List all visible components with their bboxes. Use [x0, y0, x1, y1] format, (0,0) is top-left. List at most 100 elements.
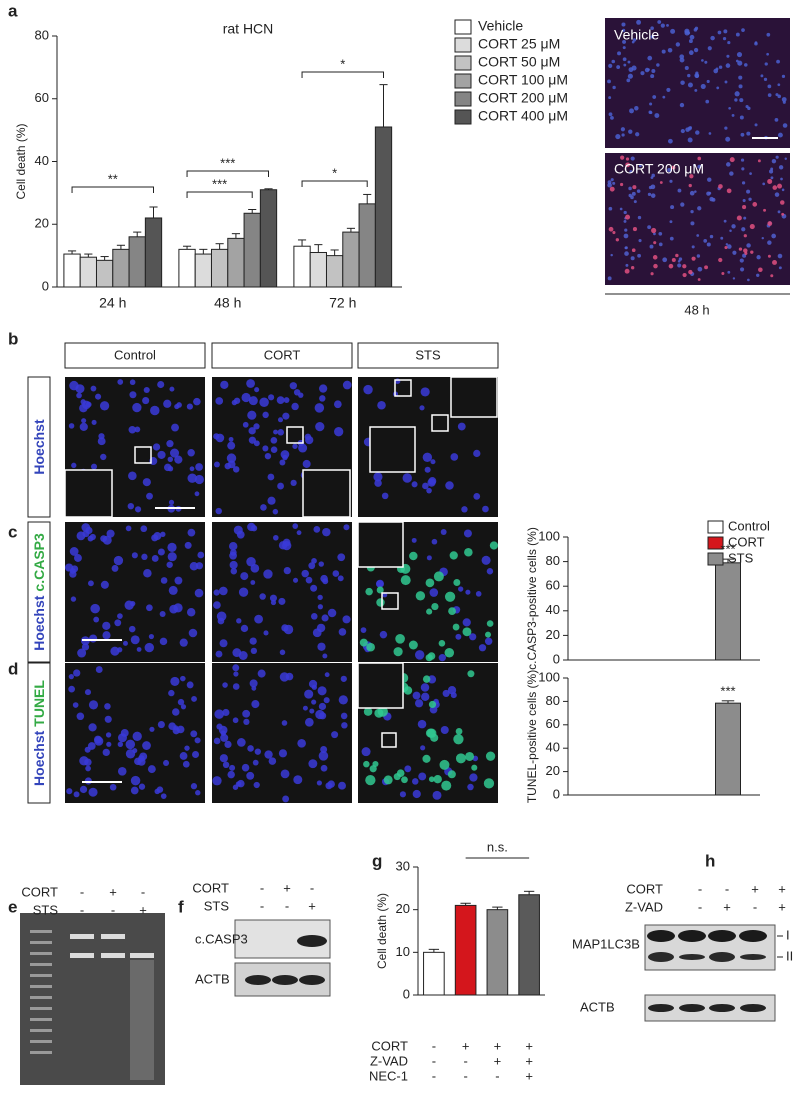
band-label: ACTB	[195, 971, 230, 986]
cell	[740, 267, 745, 272]
row-label: Hoechst	[31, 419, 47, 475]
ladder-band	[30, 1040, 52, 1043]
cell	[680, 129, 685, 134]
cell	[237, 738, 246, 747]
row-label-box	[27, 662, 51, 804]
cell	[194, 588, 204, 598]
cell	[377, 706, 388, 717]
cell	[93, 616, 100, 623]
cell	[280, 769, 290, 779]
cell	[455, 727, 463, 735]
cell	[469, 633, 477, 641]
cell	[341, 722, 348, 729]
cell	[706, 242, 711, 247]
cell	[630, 266, 635, 270]
cell	[117, 741, 124, 748]
cell	[184, 541, 192, 549]
significance-bracket	[186, 191, 253, 198]
condition-sign: -	[463, 1053, 467, 1068]
cell	[465, 751, 475, 761]
legend-label: Control	[728, 518, 770, 533]
cell	[171, 423, 179, 432]
cell	[622, 39, 627, 44]
cell	[440, 529, 447, 535]
cell	[708, 132, 712, 135]
cell	[693, 28, 698, 32]
significance-label: n.s.	[487, 839, 508, 854]
cell	[615, 133, 621, 140]
cell	[130, 775, 141, 786]
cell	[160, 531, 166, 537]
cell	[438, 653, 446, 662]
cell	[463, 529, 472, 538]
ladder-band	[30, 974, 52, 977]
cell	[68, 673, 74, 680]
cell	[449, 551, 458, 560]
cell	[293, 775, 303, 785]
cell	[741, 181, 746, 185]
condition-sign: +	[723, 899, 731, 914]
row-label-box	[27, 521, 51, 663]
cell	[693, 163, 696, 167]
cell	[167, 466, 174, 472]
cell	[772, 185, 778, 190]
cell	[636, 189, 641, 193]
y-tick-label: 80	[546, 693, 560, 708]
row-label: Hoechst c.CASP3	[31, 533, 47, 651]
cell	[269, 594, 277, 602]
cell	[653, 232, 656, 236]
cell	[71, 565, 79, 573]
cell	[404, 765, 412, 773]
cell	[128, 471, 137, 481]
cell	[184, 745, 190, 751]
cell	[249, 637, 257, 645]
cell	[322, 653, 328, 659]
cell	[182, 760, 190, 768]
y-tick-label: 30	[396, 858, 410, 873]
cell	[250, 580, 256, 585]
condition-sign: +	[109, 884, 117, 899]
significance-label: ***	[720, 542, 735, 557]
micrograph	[65, 663, 205, 803]
cell	[401, 776, 408, 784]
cell	[229, 541, 238, 551]
cell	[376, 598, 385, 607]
cell	[687, 137, 693, 143]
cell	[441, 780, 452, 791]
cell	[608, 206, 613, 211]
cell	[484, 637, 493, 646]
cell	[745, 104, 749, 109]
cell	[631, 191, 636, 196]
cell	[682, 272, 687, 278]
cell	[233, 397, 241, 404]
condition-label: CORT	[626, 881, 663, 896]
cell	[125, 525, 132, 532]
blot-band	[739, 930, 767, 942]
y-axis-label: Cell death (%)	[375, 893, 389, 969]
cell	[777, 132, 783, 138]
condition-label: STS	[204, 898, 230, 913]
legend-swatch	[454, 73, 472, 89]
cell	[289, 382, 298, 390]
cell	[414, 699, 424, 708]
cell	[273, 534, 279, 541]
cell	[622, 57, 627, 62]
condition-sign: -	[80, 884, 84, 899]
cell	[675, 42, 681, 47]
cell	[97, 437, 106, 446]
cell	[215, 507, 222, 515]
cell	[767, 221, 773, 226]
cell	[81, 643, 90, 651]
cell	[724, 80, 728, 84]
cell	[102, 621, 111, 631]
cell	[263, 630, 269, 636]
cell	[697, 278, 701, 281]
cell	[95, 666, 103, 673]
cell	[117, 766, 127, 776]
cell	[624, 251, 629, 256]
cell	[659, 181, 663, 184]
cell	[273, 429, 278, 435]
cell	[316, 623, 326, 633]
cell	[160, 577, 168, 584]
